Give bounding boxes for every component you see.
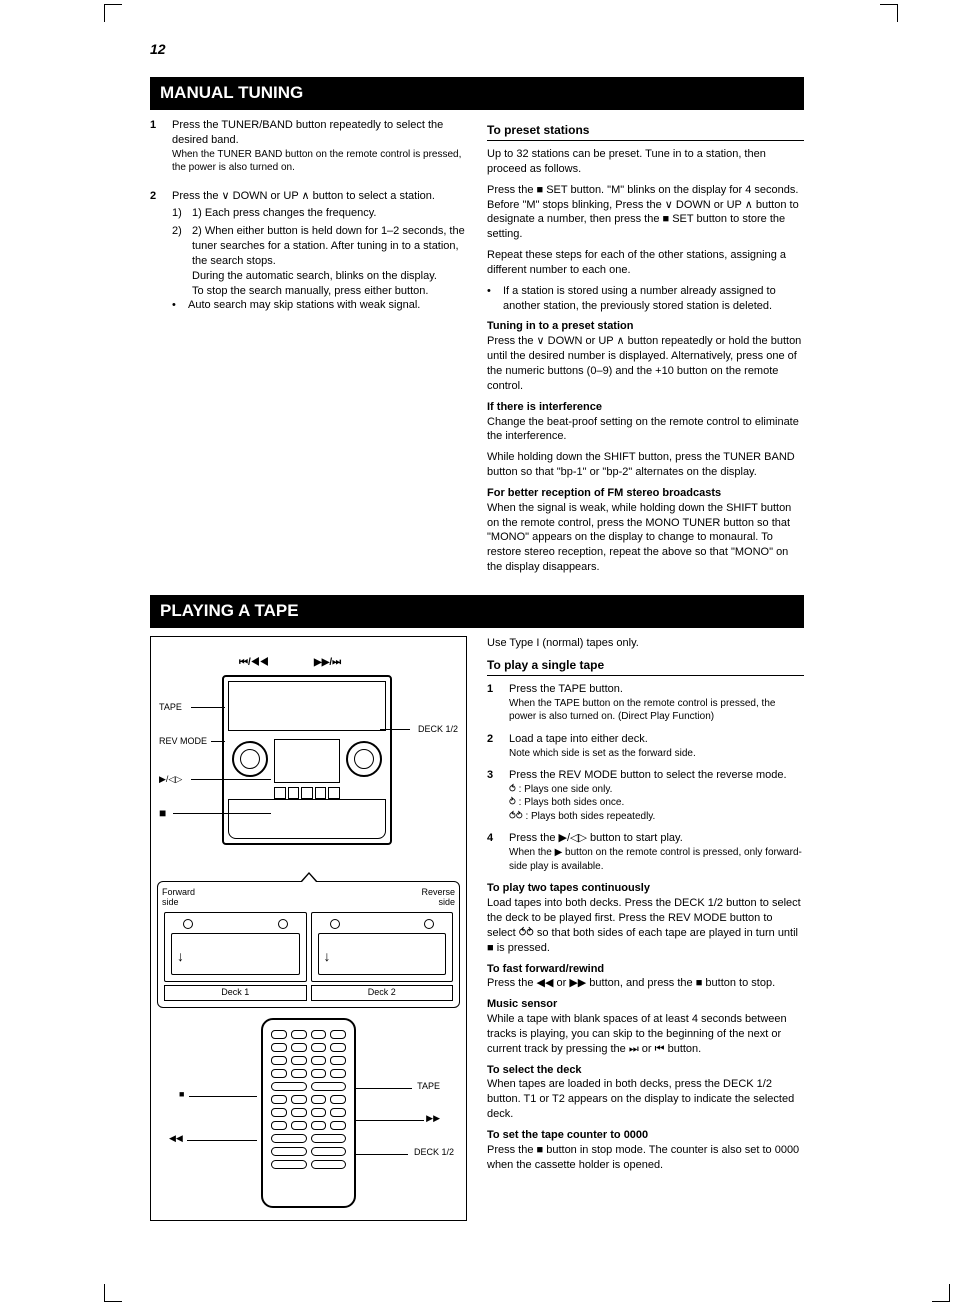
- down-icon: ∨: [222, 190, 230, 202]
- callout-revmode: REV MODE: [159, 737, 217, 747]
- subheading: To play a single tape: [487, 657, 804, 676]
- deck-1-illustration: ↓: [164, 912, 307, 982]
- tuning-left-column: 1 Press the TUNER/BAND button repeatedly…: [150, 118, 467, 581]
- note-bullet: Auto search may skip stations with weak …: [172, 298, 467, 313]
- remote-fwd-icon: ▶▶: [426, 1114, 440, 1124]
- body-text: While a tape with blank spaces of at lea…: [487, 1012, 804, 1057]
- body-text: When tapes are loaded in both decks, pre…: [487, 1077, 804, 1122]
- step-text: Press the REV MODE button to select the …: [509, 768, 804, 783]
- step-text: DOWN or UP: [230, 190, 302, 202]
- section-header-tuning: MANUAL TUNING: [150, 77, 804, 110]
- diagram-box: ⏮/◀◀ ▶▶/⏭ TAPE REV MODE ▶/◁▷ ■: [150, 636, 467, 1221]
- down-up-icon: ∨ DOWN or UP ∧: [665, 199, 753, 211]
- label-reverse-side: Reverse side: [405, 888, 455, 908]
- device-illustration: ⏮/◀◀ ▶▶/⏭ TAPE REV MODE ▶/◁▷ ■: [157, 645, 460, 875]
- section-header-tape: PLAYING A TAPE: [150, 595, 804, 628]
- subheading: To preset stations: [487, 122, 804, 141]
- remote-illustration: ■ ◀◀ TAPE ▶▶ DECK 1/2: [157, 1014, 460, 1212]
- step-text: Press the ▶/◁▷ button to start play.: [509, 831, 804, 846]
- step-note: When the ▶ button on the remote control …: [509, 846, 804, 873]
- deck-2-illustration: ↓: [311, 912, 454, 982]
- crop-mark: [932, 1284, 950, 1302]
- body-text: Up to 32 stations can be preset. Tune in…: [487, 147, 804, 177]
- tape-text-column: Use Type I (normal) tapes only. To play …: [487, 636, 804, 1221]
- subheading-inline: To select the deck: [487, 1063, 804, 1078]
- sub-text: 1) Each press changes the frequency.: [192, 206, 376, 221]
- subheading-inline: Music sensor: [487, 997, 804, 1012]
- sub-idx: 1): [172, 206, 186, 221]
- crop-mark: [104, 4, 122, 22]
- remote-deck12-label: DECK 1/2: [414, 1148, 454, 1158]
- down-up-icon: ∨ DOWN or UP ∧: [537, 335, 625, 347]
- subheading-inline: To set the tape counter to 0000: [487, 1128, 804, 1143]
- skip-back-icon: ⏮/◀◀: [237, 657, 271, 668]
- step-number: 4: [487, 831, 501, 873]
- step-note: When the TAPE button on the remote contr…: [509, 697, 804, 724]
- step-text: Press the TAPE button.: [509, 682, 804, 697]
- body-text: Press the ◀◀ or ▶▶ button, and press the…: [487, 976, 804, 991]
- deck-loading-panel: Forward side Reverse side ↓ Deck 1: [157, 881, 460, 1008]
- step-number: 2: [150, 189, 164, 316]
- step-number: 3: [487, 768, 501, 823]
- body-text: Press the ∨ DOWN or UP ∧ button repeated…: [487, 334, 804, 393]
- step-number: 1: [487, 682, 501, 724]
- mode-option: ⥀⥁ : Plays both sides repeatedly.: [509, 810, 804, 824]
- skip-fwd-icon: ▶▶/⏭: [312, 657, 343, 668]
- subheading-inline: To fast forward/rewind: [487, 962, 804, 977]
- body-text: While holding down the SHIFT button, pre…: [487, 450, 804, 480]
- crop-mark: [880, 4, 898, 22]
- step-text: button to select a station.: [310, 190, 435, 202]
- body-text: Change the beat-proof setting on the rem…: [487, 415, 804, 445]
- up-icon: ∧: [302, 190, 310, 202]
- note-bullet: If a station is stored using a number al…: [487, 284, 804, 314]
- page-number: 12: [150, 40, 894, 59]
- crop-mark: [104, 1284, 122, 1302]
- step-number: 2: [487, 732, 501, 760]
- body-text: Press the ■ SET button. "M" blinks on th…: [487, 183, 804, 242]
- body-text: When the signal is weak, while holding d…: [487, 501, 804, 575]
- remote-rew-icon: ◀◀: [169, 1134, 183, 1144]
- step-text: Press the TUNER/BAND button repeatedly t…: [172, 118, 467, 148]
- subheading-inline: To play two tapes continuously: [487, 881, 804, 896]
- tuning-right-column: To preset stations Up to 32 stations can…: [487, 118, 804, 581]
- mode-option: ⥀ : Plays one side only.: [509, 783, 804, 797]
- step-number: 1: [150, 118, 164, 181]
- label-forward-side: Forward side: [162, 888, 212, 908]
- step-text: Load a tape into either deck.: [509, 732, 804, 747]
- mode-option: ⥁ : Plays both sides once.: [509, 796, 804, 810]
- tape-diagram-column: ⏮/◀◀ ▶▶/⏭ TAPE REV MODE ▶/◁▷ ■: [150, 636, 467, 1221]
- subheading-inline: Tuning in to a preset station: [487, 319, 804, 334]
- step-note: When the TUNER BAND button on the remote…: [172, 148, 467, 175]
- body-text: Load tapes into both decks. Press the DE…: [487, 896, 804, 955]
- remote-stop-icon: ■: [179, 1090, 184, 1100]
- subheading-inline: If there is interference: [487, 400, 804, 415]
- step-note: Note which side is set as the forward si…: [509, 747, 804, 761]
- step-text: Press the: [172, 190, 222, 202]
- deck-1-label: Deck 1: [164, 985, 307, 1001]
- subheading-inline: For better reception of FM stereo broadc…: [487, 486, 804, 501]
- body-text: Use Type I (normal) tapes only.: [487, 636, 804, 651]
- unit-body: [222, 675, 392, 845]
- sub-text: 2) When either button is held down for 1…: [192, 224, 467, 298]
- remote-tape-label: TAPE: [417, 1082, 440, 1092]
- deck-2-label: Deck 2: [311, 985, 454, 1001]
- sub-idx: 2): [172, 224, 186, 298]
- body-text: Press the ■ button in stop mode. The cou…: [487, 1143, 804, 1173]
- body-text: Repeat these steps for each of the other…: [487, 248, 804, 278]
